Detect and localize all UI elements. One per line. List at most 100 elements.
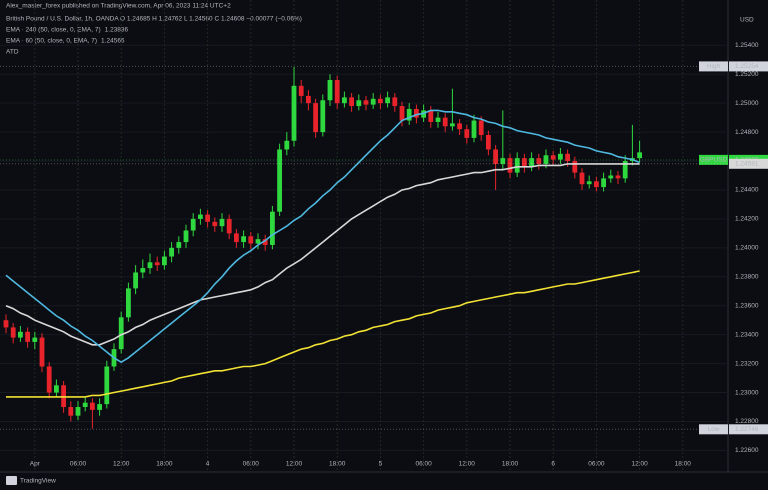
indicator-line (6, 270, 640, 398)
candle-body (522, 158, 527, 167)
x-tick-label: 5 (379, 461, 383, 468)
currency: USD (740, 17, 754, 24)
candle-body (363, 100, 369, 105)
candle-body (536, 158, 542, 164)
candle-body (46, 366, 52, 393)
candle-body (435, 117, 441, 122)
candle-body (349, 97, 354, 107)
y-tick-label: 1.25400 (735, 42, 759, 49)
candle-body (442, 117, 448, 127)
candle-body (25, 331, 30, 342)
candle-body (90, 402, 95, 410)
price-label-box (729, 158, 768, 169)
x-tick-label: 06:00 (70, 461, 87, 468)
candle-body (169, 247, 174, 257)
candle-body (558, 153, 563, 160)
candle-body (3, 320, 9, 328)
candle-body (306, 95, 311, 104)
candle-body (457, 123, 462, 130)
candle-body (291, 85, 297, 141)
candle-body (486, 134, 491, 150)
candle-body (248, 236, 254, 244)
candle-body (219, 218, 225, 227)
candle-body (226, 218, 232, 234)
x-tick-label: 12:00 (631, 461, 648, 468)
candle-body (342, 97, 347, 104)
candle-body (205, 214, 210, 222)
candle-body (594, 181, 599, 188)
y-tick-label: 1.23800 (735, 274, 759, 281)
y-tick-label: 1.22600 (735, 447, 759, 454)
candle-body (32, 337, 38, 342)
candle-body (471, 120, 477, 138)
legend-name: EMA · 240 (50, close, 0, EMA, 7) (6, 27, 101, 34)
candle-body (255, 239, 261, 244)
x-tick-label: 12:00 (286, 461, 303, 468)
y-tick-label: 1.22800 (735, 418, 759, 425)
candle-body (190, 218, 196, 231)
y-tick-label: 1.25200 (735, 71, 759, 78)
candle-body (126, 288, 131, 318)
candle-body (500, 158, 506, 164)
x-tick-label: 18:00 (502, 461, 519, 468)
x-tick-label: 12:00 (113, 461, 130, 468)
candle-body (601, 178, 606, 188)
price-label-name: Low (708, 426, 720, 433)
candle-body (176, 242, 182, 248)
candle-body (586, 181, 592, 185)
y-tick-label: 1.25000 (735, 100, 759, 107)
x-tick-label: Apr (30, 461, 41, 468)
candle-body (327, 80, 333, 101)
candle-body (385, 97, 390, 104)
candle-body (212, 221, 218, 227)
y-tick-label: 1.24800 (735, 129, 759, 136)
candle-body (154, 262, 160, 266)
symbol-title: British Pound / U.S. Dollar, 1h, OANDA (6, 16, 119, 23)
price-label-name: GBPUSD (700, 157, 728, 164)
candle-body (478, 120, 484, 135)
candle-body (277, 149, 282, 212)
candle-body (428, 110, 434, 122)
legend-name: ATD (6, 49, 19, 56)
y-tick-label: 1.23200 (735, 360, 759, 367)
candle-body (450, 123, 455, 127)
candle-body (529, 158, 534, 167)
x-tick-label: 06:00 (588, 461, 605, 468)
y-tick-label: 1.24400 (735, 187, 759, 194)
y-tick-label: 1.23400 (735, 331, 759, 338)
candle-body (608, 175, 614, 179)
candle-body (493, 149, 498, 164)
candle-body (39, 337, 45, 367)
footer: TradingView (20, 478, 56, 485)
candle-body (507, 158, 513, 173)
price-label-box (729, 61, 768, 72)
candle-body (162, 256, 167, 266)
candle-body (414, 108, 419, 118)
candle-body (270, 211, 275, 245)
candle-body (565, 153, 570, 162)
candle-body (18, 331, 23, 338)
price-label-name-box (699, 424, 728, 435)
candle-body (622, 161, 628, 179)
y-tick-label: 1.24000 (735, 245, 759, 252)
y-tick-label: 1.23600 (735, 302, 759, 309)
legend-value: 1.23836 (105, 27, 129, 34)
candle-body (147, 262, 153, 269)
legend-value: 1.24566 (101, 38, 125, 45)
candle-body (464, 129, 470, 138)
candle-body (54, 385, 59, 393)
x-tick-label: 06:00 (415, 461, 432, 468)
candle-body (241, 236, 246, 243)
candle-body (97, 404, 102, 410)
price-label-value: 1.25254 (735, 63, 759, 70)
candle-body (406, 108, 412, 121)
candle-body (198, 214, 203, 219)
candle-body (284, 140, 290, 150)
indicator-line (5, 109, 640, 364)
indicator-line (5, 163, 640, 346)
candle-body (514, 158, 520, 173)
candle-body (262, 239, 268, 245)
y-tick-label: 1.24200 (735, 216, 759, 223)
candle-body (399, 106, 405, 121)
